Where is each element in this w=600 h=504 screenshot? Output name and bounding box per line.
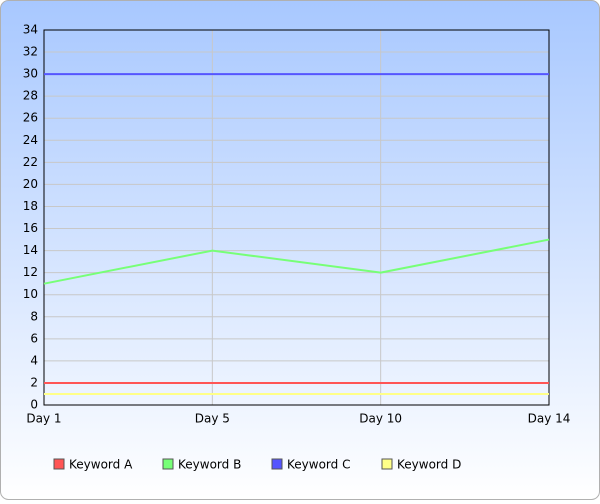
- legend-swatch: [271, 458, 283, 470]
- legend-label: Keyword B: [178, 458, 241, 472]
- x-tick-label: Day 1: [26, 412, 61, 426]
- y-tick-label: 26: [23, 111, 38, 125]
- plot-frame: [43, 29, 550, 406]
- y-tick-label: 28: [23, 89, 38, 103]
- y-tick-label: 30: [23, 67, 38, 81]
- y-tick-label: 4: [30, 353, 38, 367]
- y-tick-label: 24: [23, 133, 38, 147]
- legend-label: Keyword D: [397, 458, 461, 472]
- y-tick-label: 18: [23, 199, 38, 213]
- y-tick-label: 20: [23, 177, 38, 191]
- x-tick-label: Day 5: [195, 412, 230, 426]
- y-tick-label: 10: [23, 287, 38, 301]
- y-tick-label: 12: [23, 265, 38, 279]
- x-tick-label: Day 10: [359, 412, 402, 426]
- y-tick-label: 16: [23, 221, 38, 235]
- legend-swatch: [53, 458, 65, 470]
- y-tick-label: 14: [23, 243, 38, 257]
- legend-swatch: [162, 458, 174, 470]
- legend-label: Keyword C: [287, 458, 350, 472]
- y-tick-label: 34: [23, 23, 38, 37]
- y-tick-label: 32: [23, 45, 38, 59]
- series-line: [43, 238, 550, 285]
- y-tick-label: 0: [30, 398, 38, 412]
- y-tick-label: 6: [30, 331, 38, 345]
- legend-swatch: [381, 458, 393, 470]
- y-tick-label: 8: [30, 309, 38, 323]
- y-tick-label: 2: [30, 375, 38, 389]
- legend-label: Keyword A: [69, 458, 133, 472]
- x-tick-label: Day 14: [528, 412, 571, 426]
- y-tick-label: 22: [23, 155, 38, 169]
